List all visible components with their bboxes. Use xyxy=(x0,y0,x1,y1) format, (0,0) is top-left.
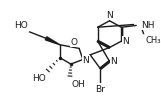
Text: HO: HO xyxy=(32,74,46,83)
Text: N: N xyxy=(110,57,117,66)
Text: OH: OH xyxy=(72,80,85,89)
Text: O: O xyxy=(70,38,77,47)
Text: CH₃: CH₃ xyxy=(145,36,161,45)
Text: Br: Br xyxy=(95,85,105,94)
Text: N: N xyxy=(106,11,113,20)
Text: N: N xyxy=(122,37,129,46)
Polygon shape xyxy=(45,37,60,45)
Text: NH: NH xyxy=(141,21,154,30)
Text: HO: HO xyxy=(14,21,28,30)
Text: N: N xyxy=(83,56,89,65)
